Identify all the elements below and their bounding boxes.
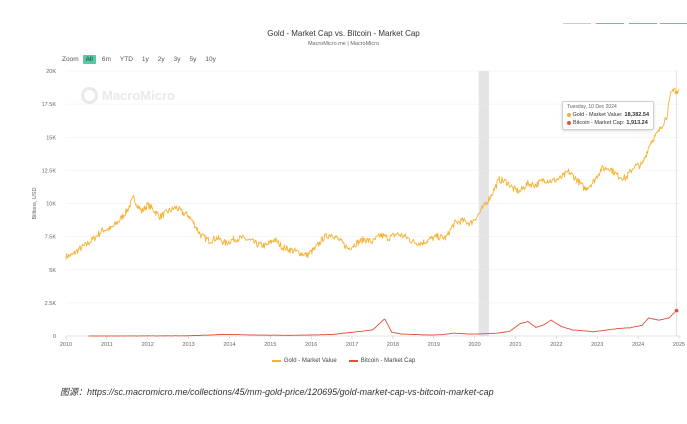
- series-line-gold: [65, 87, 680, 260]
- chart-legend: Gold - Market Value Bitcoin - Market Cap: [0, 358, 687, 364]
- x-tick-label: 2023: [591, 342, 603, 348]
- x-tick-label: 2019: [428, 342, 440, 348]
- tooltip-row-bitcoin: Bitcoin - Market Cap: 1,913.24: [567, 119, 649, 127]
- top-accent-line-4: [660, 23, 687, 24]
- gold-hover-marker: [674, 89, 680, 95]
- x-tick-label: 2010: [60, 342, 72, 348]
- tooltip-gold-value: 18,382.54: [624, 112, 649, 118]
- tooltip-bitcoin-value: 1,913.24: [626, 120, 648, 126]
- x-tick-label: 2013: [182, 342, 194, 348]
- watermark: MacroMicro: [81, 87, 175, 104]
- x-tick-label: 2024: [632, 342, 644, 348]
- y-tick-label: 15K: [46, 135, 56, 141]
- legend-label-gold: Gold - Market Value: [283, 358, 337, 364]
- y-tick-label: 5K: [49, 268, 56, 274]
- zoom-button-2y[interactable]: 2y: [157, 55, 165, 63]
- chart-title: Gold - Market Cap vs. Bitcoin - Market C…: [267, 29, 420, 38]
- source-caption: 图源：https://sc.macromicro.me/collections/…: [60, 387, 494, 397]
- watermark-text: MacroMicro: [102, 88, 175, 103]
- x-tick-label: 2020: [469, 342, 481, 348]
- macromicro-logo-icon: [81, 87, 98, 104]
- top-accent-line-1: [563, 23, 591, 24]
- series-line-bitcoin: [88, 310, 680, 337]
- chart-subtitle: MacroMicro.me | MacroMicro: [307, 41, 380, 47]
- tooltip-bitcoin-label: Bitcoin - Market Cap:: [573, 120, 625, 126]
- top-accent-line-3: [629, 23, 657, 24]
- gold-dot-icon: [567, 113, 571, 117]
- top-accent-line-2: [596, 23, 624, 24]
- y-axis-label: Billions, USD: [32, 187, 38, 219]
- chart-tooltip: Tuesday, 10 Dec 2024 Gold - Market Value…: [562, 101, 654, 130]
- zoom-button-ytd[interactable]: YTD: [119, 55, 133, 63]
- x-tick-label: 2012: [142, 342, 154, 348]
- zoom-controls: Zoom All 6m YTD 1y 2y 3y 5y 10y: [62, 54, 222, 64]
- x-tick-label: 2011: [101, 342, 113, 348]
- bitcoin-dot-icon: [567, 121, 571, 125]
- bitcoin-hover-marker: [674, 308, 680, 314]
- legend-item-bitcoin[interactable]: Bitcoin - Market Cap: [348, 358, 416, 364]
- tooltip-date: Tuesday, 10 Dec 2024: [567, 104, 617, 110]
- legend-item-gold[interactable]: Gold - Market Value: [271, 358, 337, 364]
- zoom-button-6m[interactable]: 6m: [101, 55, 111, 63]
- zoom-label: Zoom: [62, 55, 79, 63]
- y-tick-label: 17.5K: [42, 102, 57, 108]
- y-tick-label: 0: [53, 334, 56, 340]
- tooltip-gold-label: Gold - Market Value:: [572, 112, 623, 118]
- x-tick-label: 2014: [223, 342, 235, 348]
- zoom-button-all[interactable]: All: [82, 54, 96, 64]
- zoom-button-3y[interactable]: 3y: [173, 55, 181, 63]
- legend-label-bitcoin: Bitcoin - Market Cap: [360, 358, 416, 364]
- y-tick-label: 20K: [46, 69, 56, 75]
- x-tick-label: 2015: [264, 342, 276, 348]
- y-tick-label: 7.5K: [45, 235, 57, 241]
- tooltip-row-gold: Gold - Market Value: 18,382.54: [567, 111, 649, 119]
- zoom-button-10y[interactable]: 10y: [205, 55, 216, 63]
- x-tick-label: 2016: [305, 342, 317, 348]
- zoom-button-5y[interactable]: 5y: [189, 55, 197, 63]
- y-tick-label: 10K: [46, 202, 56, 208]
- x-tick-label: 2021: [509, 342, 521, 348]
- y-tick-label: 12.5K: [42, 168, 57, 174]
- x-tick-label: 2017: [346, 342, 358, 348]
- x-tick-label: 2018: [387, 342, 399, 348]
- legend-swatch-gold: [271, 360, 281, 362]
- x-tick-label: 2025: [673, 342, 685, 348]
- x-tick-label: 2022: [550, 342, 562, 348]
- legend-swatch-bitcoin: [348, 360, 358, 362]
- zoom-button-1y[interactable]: 1y: [141, 55, 149, 63]
- y-tick-label: 2.5K: [45, 301, 57, 307]
